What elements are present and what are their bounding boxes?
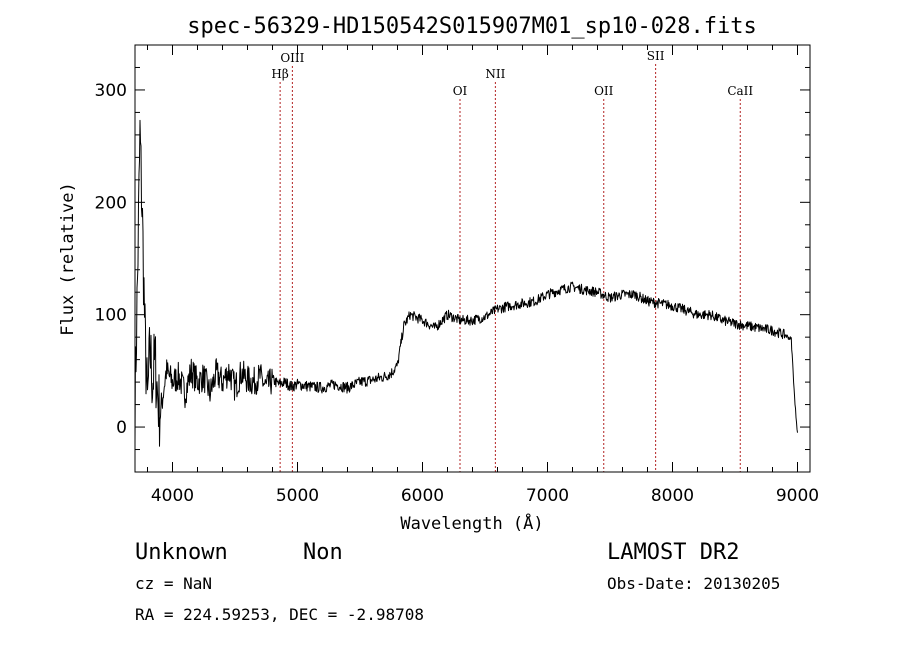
object-class: Unknown [135,540,228,565]
x-tick-label: 8000 [651,486,694,506]
line-label: OIII [280,51,304,65]
x-axis: 4000 5000 6000 7000 8000 9000 [147,45,819,506]
object-subclass: Non [303,540,343,565]
x-axis-label: Wavelength (Å) [400,512,543,534]
line-label: OII [594,84,614,98]
x-tick-label: 7000 [526,486,569,506]
y-tick-label: 100 [95,306,127,326]
line-label: SII [647,49,665,63]
y-axis: 0 100 200 300 [95,44,810,473]
emission-line-markers: Hβ OIII OI NII OII SII CaII [271,49,753,472]
x-tick-label: 4000 [151,486,194,506]
y-axis-label: Flux (relative) [58,182,78,336]
x-tick-label: 6000 [401,486,444,506]
redshift-text: cz = NaN [135,574,212,593]
spectrum-line [134,119,798,447]
coordinates-text: RA = 224.59253, DEC = -2.98708 [135,605,424,624]
line-label: Hβ [271,67,288,81]
y-tick-label: 300 [95,81,127,101]
plot-frame [134,44,811,473]
obs-date-text: Obs-Date: 20130205 [607,574,780,593]
line-label: OI [453,84,468,98]
line-label: CaII [727,84,753,98]
y-tick-label: 200 [95,193,127,213]
y-tick-label: 0 [116,418,127,438]
x-tick-label: 5000 [276,486,319,506]
survey-label: LAMOST DR2 [607,540,739,565]
x-tick-label: 9000 [776,486,819,506]
chart-title: spec-56329-HD150542S015907M01_sp10-028.f… [187,14,757,39]
line-label: NII [485,67,505,81]
